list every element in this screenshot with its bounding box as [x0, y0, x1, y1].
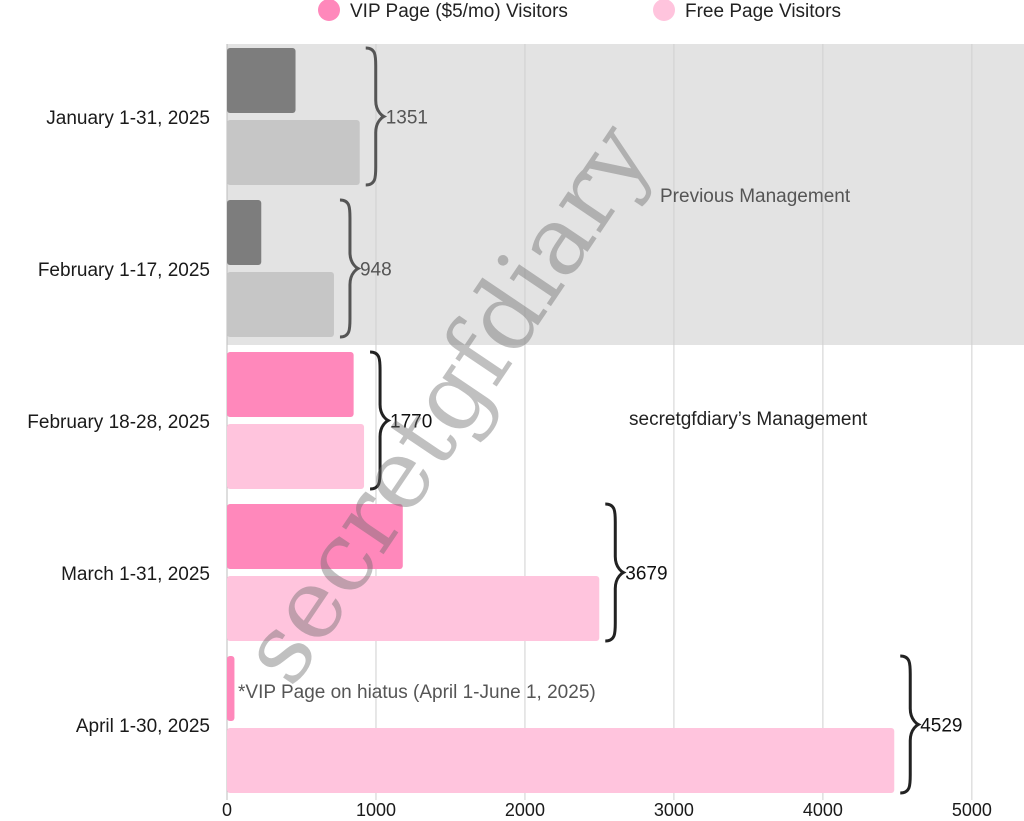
x-tick-label: 1000 [356, 800, 396, 820]
total-label: 4529 [920, 716, 962, 737]
bar-vip [227, 352, 354, 417]
annotation-vip-hiatus: *VIP Page on hiatus (April 1-June 1, 202… [238, 682, 596, 703]
annotation-current-management: secretgfdiary’s Management [629, 409, 868, 430]
legend: VIP Page ($5/mo) Visitors Free Page Visi… [318, 0, 841, 22]
previous-management-band [227, 44, 1024, 345]
legend-label-free: Free Page Visitors [685, 1, 841, 22]
total-brace [900, 654, 922, 795]
bar-free [227, 272, 334, 337]
bar-free [227, 424, 365, 489]
labels: 0 1000 2000 3000 4000 5000 January 1-31, 2025 1… [27, 108, 992, 821]
total-braces [339, 46, 922, 795]
annotation-previous-management: Previous Management [660, 186, 851, 207]
total-label: 1770 [390, 412, 432, 433]
x-tick-label: 5000 [952, 800, 992, 820]
x-tick-label: 2000 [505, 800, 545, 820]
bar-vip [227, 200, 262, 265]
category-label: February 1-17, 2025 [38, 260, 210, 281]
legend-swatch-vip [318, 0, 340, 21]
bar-vip [227, 656, 235, 721]
category-label: March 1-31, 2025 [61, 564, 210, 585]
bar-vip [227, 48, 296, 113]
bar-free [227, 728, 895, 793]
category-label: April 1-30, 2025 [76, 716, 210, 737]
total-brace [339, 198, 362, 339]
total-brace [365, 46, 388, 187]
bar-free [227, 120, 360, 185]
total-brace [369, 350, 392, 491]
category-label: February 18-28, 2025 [27, 412, 210, 433]
total-label: 948 [360, 260, 392, 281]
legend-swatch-free [653, 0, 675, 21]
bar-vip [227, 504, 403, 569]
total-label: 1351 [386, 108, 428, 129]
x-tick-label: 4000 [803, 800, 843, 820]
x-tick-label: 0 [222, 800, 232, 820]
total-label: 3679 [625, 564, 667, 585]
x-tick-label: 3000 [654, 800, 694, 820]
total-brace [605, 502, 627, 643]
bars [227, 48, 895, 793]
legend-label-vip: VIP Page ($5/mo) Visitors [350, 1, 568, 22]
bar-free [227, 576, 600, 641]
category-label: January 1-31, 2025 [46, 108, 210, 129]
